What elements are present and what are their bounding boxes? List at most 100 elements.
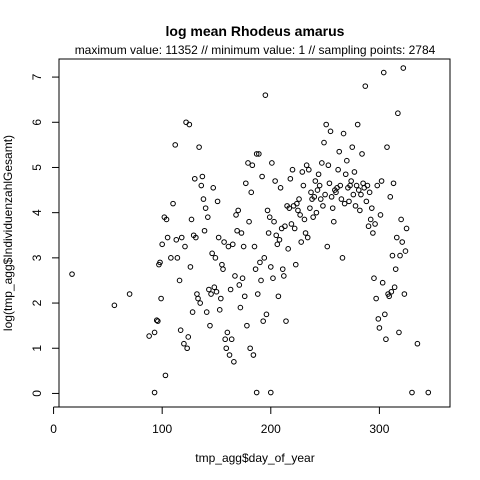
x-tick-label: 200 [261, 422, 281, 436]
chart-title: log mean Rhodeus amarus [166, 23, 345, 39]
data-point [378, 178, 385, 184]
data-point [344, 157, 350, 164]
data-point [246, 218, 252, 225]
data-point [257, 259, 263, 266]
data-point [315, 171, 322, 178]
data-point [335, 166, 341, 173]
data-point [164, 234, 171, 241]
data-point [348, 178, 354, 184]
data-point [403, 225, 410, 232]
data-point [158, 295, 164, 302]
data-point [354, 121, 361, 128]
data-point [227, 286, 234, 293]
data-point [204, 214, 211, 220]
data-point [266, 214, 273, 220]
data-point [182, 243, 188, 250]
data-point [174, 255, 181, 261]
data-point [203, 309, 210, 315]
data-point [200, 196, 207, 202]
data-point [261, 255, 268, 261]
x-axis-label: tmp_agg$day_of_year [195, 451, 314, 465]
data-point [364, 182, 371, 189]
data-point [225, 243, 232, 250]
data-point [241, 293, 248, 300]
data-point [299, 169, 306, 175]
data-point [191, 175, 198, 182]
data-point [380, 69, 387, 76]
data-point [214, 198, 221, 205]
data-point [362, 83, 369, 89]
data-point [287, 175, 294, 182]
data-point [244, 322, 250, 329]
data-point [325, 162, 332, 169]
data-point [157, 259, 163, 266]
data-point [265, 230, 272, 236]
data-point [313, 209, 320, 216]
data-point [298, 239, 305, 245]
x-tick-label: 300 [369, 422, 389, 436]
data-point [189, 309, 196, 315]
data-point [392, 266, 399, 272]
data-point [379, 279, 386, 286]
data-point [302, 230, 309, 236]
data-point [328, 194, 335, 200]
data-point [297, 212, 303, 218]
data-point [216, 307, 223, 313]
data-point [301, 216, 308, 223]
data-point [111, 302, 118, 309]
data-point [304, 234, 311, 241]
data-point [226, 352, 233, 358]
data-point [215, 234, 222, 241]
data-point [329, 205, 336, 211]
data-point [395, 110, 401, 117]
data-point [398, 216, 404, 223]
data-point [177, 327, 184, 333]
data-point [397, 252, 403, 259]
data-points [69, 65, 432, 396]
data-point [198, 182, 205, 189]
data-point [285, 246, 291, 252]
data-point [425, 389, 432, 396]
data-point [288, 221, 295, 227]
data-point [292, 261, 299, 268]
data-point [372, 221, 378, 227]
data-point [185, 334, 192, 340]
data-point [218, 295, 224, 302]
data-point [213, 288, 220, 295]
data-point [409, 389, 415, 396]
data-point [358, 191, 364, 198]
data-point [349, 144, 356, 150]
data-point [279, 266, 286, 272]
data-point [153, 317, 160, 324]
x-tick-label: 0 [50, 422, 57, 436]
data-point [234, 227, 240, 234]
data-point [210, 185, 217, 191]
data-point [222, 336, 228, 343]
data-point [248, 189, 255, 196]
data-point [273, 232, 280, 239]
data-point [275, 293, 282, 300]
data-point [326, 180, 333, 187]
data-point [303, 162, 310, 169]
data-point [269, 160, 275, 166]
data-point [377, 212, 384, 218]
data-point [250, 352, 257, 358]
data-point [351, 169, 358, 175]
data-point [249, 162, 256, 169]
data-point [223, 345, 230, 352]
data-point [271, 218, 277, 225]
data-point [159, 241, 165, 248]
data-point [359, 151, 365, 157]
data-point [239, 275, 246, 281]
data-point [267, 264, 274, 270]
data-point [151, 329, 158, 336]
data-point [355, 187, 362, 193]
data-point [300, 182, 307, 189]
data-point [341, 200, 348, 207]
data-point [151, 389, 158, 396]
x-tick-label: 100 [152, 422, 172, 436]
data-point [69, 271, 75, 277]
y-tick-label: 0 [30, 390, 44, 397]
data-point [233, 212, 239, 218]
